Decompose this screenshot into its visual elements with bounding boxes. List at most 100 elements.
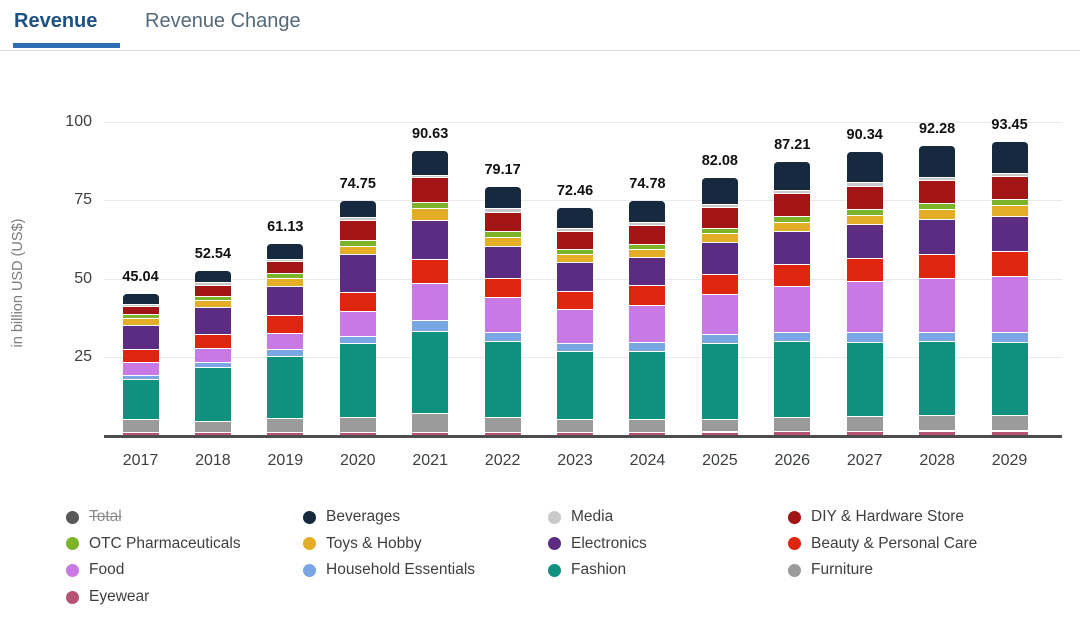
bar-segment-beverages[interactable] bbox=[557, 208, 594, 229]
bar-segment-household-essentials[interactable] bbox=[846, 333, 883, 342]
bar-segment-food[interactable] bbox=[194, 349, 231, 363]
bar-segment-eyewear[interactable] bbox=[991, 431, 1028, 435]
bar-segment-household-essentials[interactable] bbox=[339, 337, 376, 343]
bar-segment-beverages[interactable] bbox=[412, 150, 449, 175]
bar-segment-media[interactable] bbox=[194, 283, 231, 285]
bar-segment-diy-hardware-store[interactable] bbox=[774, 194, 811, 216]
bar-segment-beauty-personal-care[interactable] bbox=[267, 316, 304, 333]
bar-segment-beauty-personal-care[interactable] bbox=[629, 286, 666, 306]
legend-item-beverages[interactable]: Beverages bbox=[303, 508, 548, 526]
bar-segment-furniture[interactable] bbox=[412, 414, 449, 432]
bar-segment-media[interactable] bbox=[774, 191, 811, 194]
bar-segment-eyewear[interactable] bbox=[557, 432, 594, 435]
bar-segment-beauty-personal-care[interactable] bbox=[846, 259, 883, 281]
bar-segment-electronics[interactable] bbox=[194, 308, 231, 334]
bar-segment-beverages[interactable] bbox=[919, 145, 956, 177]
bar-segment-toys-hobby[interactable] bbox=[194, 300, 231, 308]
bar-segment-electronics[interactable] bbox=[267, 287, 304, 315]
bar-segment-diy-hardware-store[interactable] bbox=[122, 306, 159, 314]
bar-segment-beverages[interactable] bbox=[194, 270, 231, 283]
bar-segment-diy-hardware-store[interactable] bbox=[267, 262, 304, 274]
legend-item-electronics[interactable]: Electronics bbox=[548, 535, 788, 553]
bar-segment-food[interactable] bbox=[267, 333, 304, 350]
bar-segment-media[interactable] bbox=[629, 223, 666, 225]
bar-segment-furniture[interactable] bbox=[194, 421, 231, 432]
bar-segment-food[interactable] bbox=[701, 294, 738, 334]
bar-segment-furniture[interactable] bbox=[629, 420, 666, 432]
bar-segment-household-essentials[interactable] bbox=[412, 321, 449, 332]
bar-segment-food[interactable] bbox=[412, 283, 449, 321]
bar-segment-diy-hardware-store[interactable] bbox=[919, 180, 956, 203]
legend-item-media[interactable]: Media bbox=[548, 508, 788, 526]
bar-segment-furniture[interactable] bbox=[122, 420, 159, 432]
bar-segment-toys-hobby[interactable] bbox=[484, 238, 521, 247]
bar-segment-fashion[interactable] bbox=[339, 343, 376, 418]
bar-segment-diy-hardware-store[interactable] bbox=[991, 177, 1028, 199]
bar-segment-food[interactable] bbox=[846, 281, 883, 333]
bar-segment-electronics[interactable] bbox=[774, 231, 811, 265]
bar-segment-fashion[interactable] bbox=[484, 342, 521, 418]
bar-segment-otc-pharmaceuticals[interactable] bbox=[484, 231, 521, 238]
bar-segment-beauty-personal-care[interactable] bbox=[774, 265, 811, 286]
bar-segment-media[interactable] bbox=[484, 209, 521, 212]
bar-segment-beauty-personal-care[interactable] bbox=[701, 274, 738, 294]
bar-segment-otc-pharmaceuticals[interactable] bbox=[412, 202, 449, 209]
bar-segment-furniture[interactable] bbox=[846, 416, 883, 431]
bar-segment-media[interactable] bbox=[267, 259, 304, 261]
bar-segment-media[interactable] bbox=[339, 218, 376, 221]
bar-segment-beverages[interactable] bbox=[629, 200, 666, 223]
bar-segment-beverages[interactable] bbox=[484, 187, 521, 209]
bar-segment-toys-hobby[interactable] bbox=[122, 318, 159, 325]
bar-segment-furniture[interactable] bbox=[267, 418, 304, 433]
bar-segment-food[interactable] bbox=[991, 276, 1028, 332]
bar-segment-household-essentials[interactable] bbox=[629, 342, 666, 351]
bar-segment-food[interactable] bbox=[919, 278, 956, 332]
bar-segment-media[interactable] bbox=[919, 177, 956, 180]
bar-segment-fashion[interactable] bbox=[774, 342, 811, 418]
bar-segment-beverages[interactable] bbox=[846, 151, 883, 183]
bar-segment-food[interactable] bbox=[122, 363, 159, 375]
bar-segment-beverages[interactable] bbox=[774, 161, 811, 191]
bar-segment-media[interactable] bbox=[557, 229, 594, 231]
bar-segment-otc-pharmaceuticals[interactable] bbox=[339, 241, 376, 246]
bar-segment-diy-hardware-store[interactable] bbox=[701, 207, 738, 228]
bar-segment-eyewear[interactable] bbox=[484, 432, 521, 435]
bar-segment-toys-hobby[interactable] bbox=[629, 249, 666, 257]
legend-item-eyewear[interactable]: Eyewear bbox=[66, 588, 303, 606]
bar-segment-otc-pharmaceuticals[interactable] bbox=[774, 216, 811, 222]
bar-segment-food[interactable] bbox=[774, 286, 811, 332]
bar-segment-otc-pharmaceuticals[interactable] bbox=[267, 274, 304, 278]
bar-segment-beauty-personal-care[interactable] bbox=[919, 255, 956, 278]
bar-segment-media[interactable] bbox=[412, 175, 449, 178]
legend-item-furniture[interactable]: Furniture bbox=[788, 561, 1066, 579]
bar-segment-otc-pharmaceuticals[interactable] bbox=[557, 249, 594, 255]
bar-segment-household-essentials[interactable] bbox=[267, 350, 304, 356]
bar-segment-fashion[interactable] bbox=[701, 343, 738, 420]
bar-segment-household-essentials[interactable] bbox=[122, 375, 159, 379]
bar-segment-beverages[interactable] bbox=[701, 177, 738, 204]
bar-segment-furniture[interactable] bbox=[484, 418, 521, 432]
legend-item-diy-hardware-store[interactable]: DIY & Hardware Store bbox=[788, 508, 1066, 526]
bar-segment-furniture[interactable] bbox=[991, 416, 1028, 431]
bar-segment-eyewear[interactable] bbox=[194, 432, 231, 435]
bar-segment-eyewear[interactable] bbox=[846, 431, 883, 435]
bar-segment-electronics[interactable] bbox=[557, 263, 594, 291]
bar-segment-household-essentials[interactable] bbox=[194, 363, 231, 367]
legend-item-otc-pharmaceuticals[interactable]: OTC Pharmaceuticals bbox=[66, 535, 303, 553]
bar-segment-furniture[interactable] bbox=[919, 416, 956, 431]
bar-segment-media[interactable] bbox=[991, 174, 1028, 177]
bar-segment-food[interactable] bbox=[629, 306, 666, 342]
bar-segment-otc-pharmaceuticals[interactable] bbox=[919, 203, 956, 210]
bar-segment-fashion[interactable] bbox=[122, 379, 159, 420]
bar-segment-fashion[interactable] bbox=[629, 351, 666, 419]
bar-segment-eyewear[interactable] bbox=[267, 433, 304, 435]
bar-segment-diy-hardware-store[interactable] bbox=[557, 231, 594, 249]
bar-segment-eyewear[interactable] bbox=[919, 431, 956, 435]
bar-segment-beverages[interactable] bbox=[267, 243, 304, 259]
bar-segment-toys-hobby[interactable] bbox=[919, 210, 956, 219]
bar-segment-otc-pharmaceuticals[interactable] bbox=[701, 228, 738, 234]
bar-segment-beauty-personal-care[interactable] bbox=[484, 279, 521, 298]
tab-revenue[interactable]: Revenue bbox=[14, 10, 98, 32]
bar-segment-fashion[interactable] bbox=[919, 342, 956, 416]
bar-segment-household-essentials[interactable] bbox=[484, 332, 521, 342]
